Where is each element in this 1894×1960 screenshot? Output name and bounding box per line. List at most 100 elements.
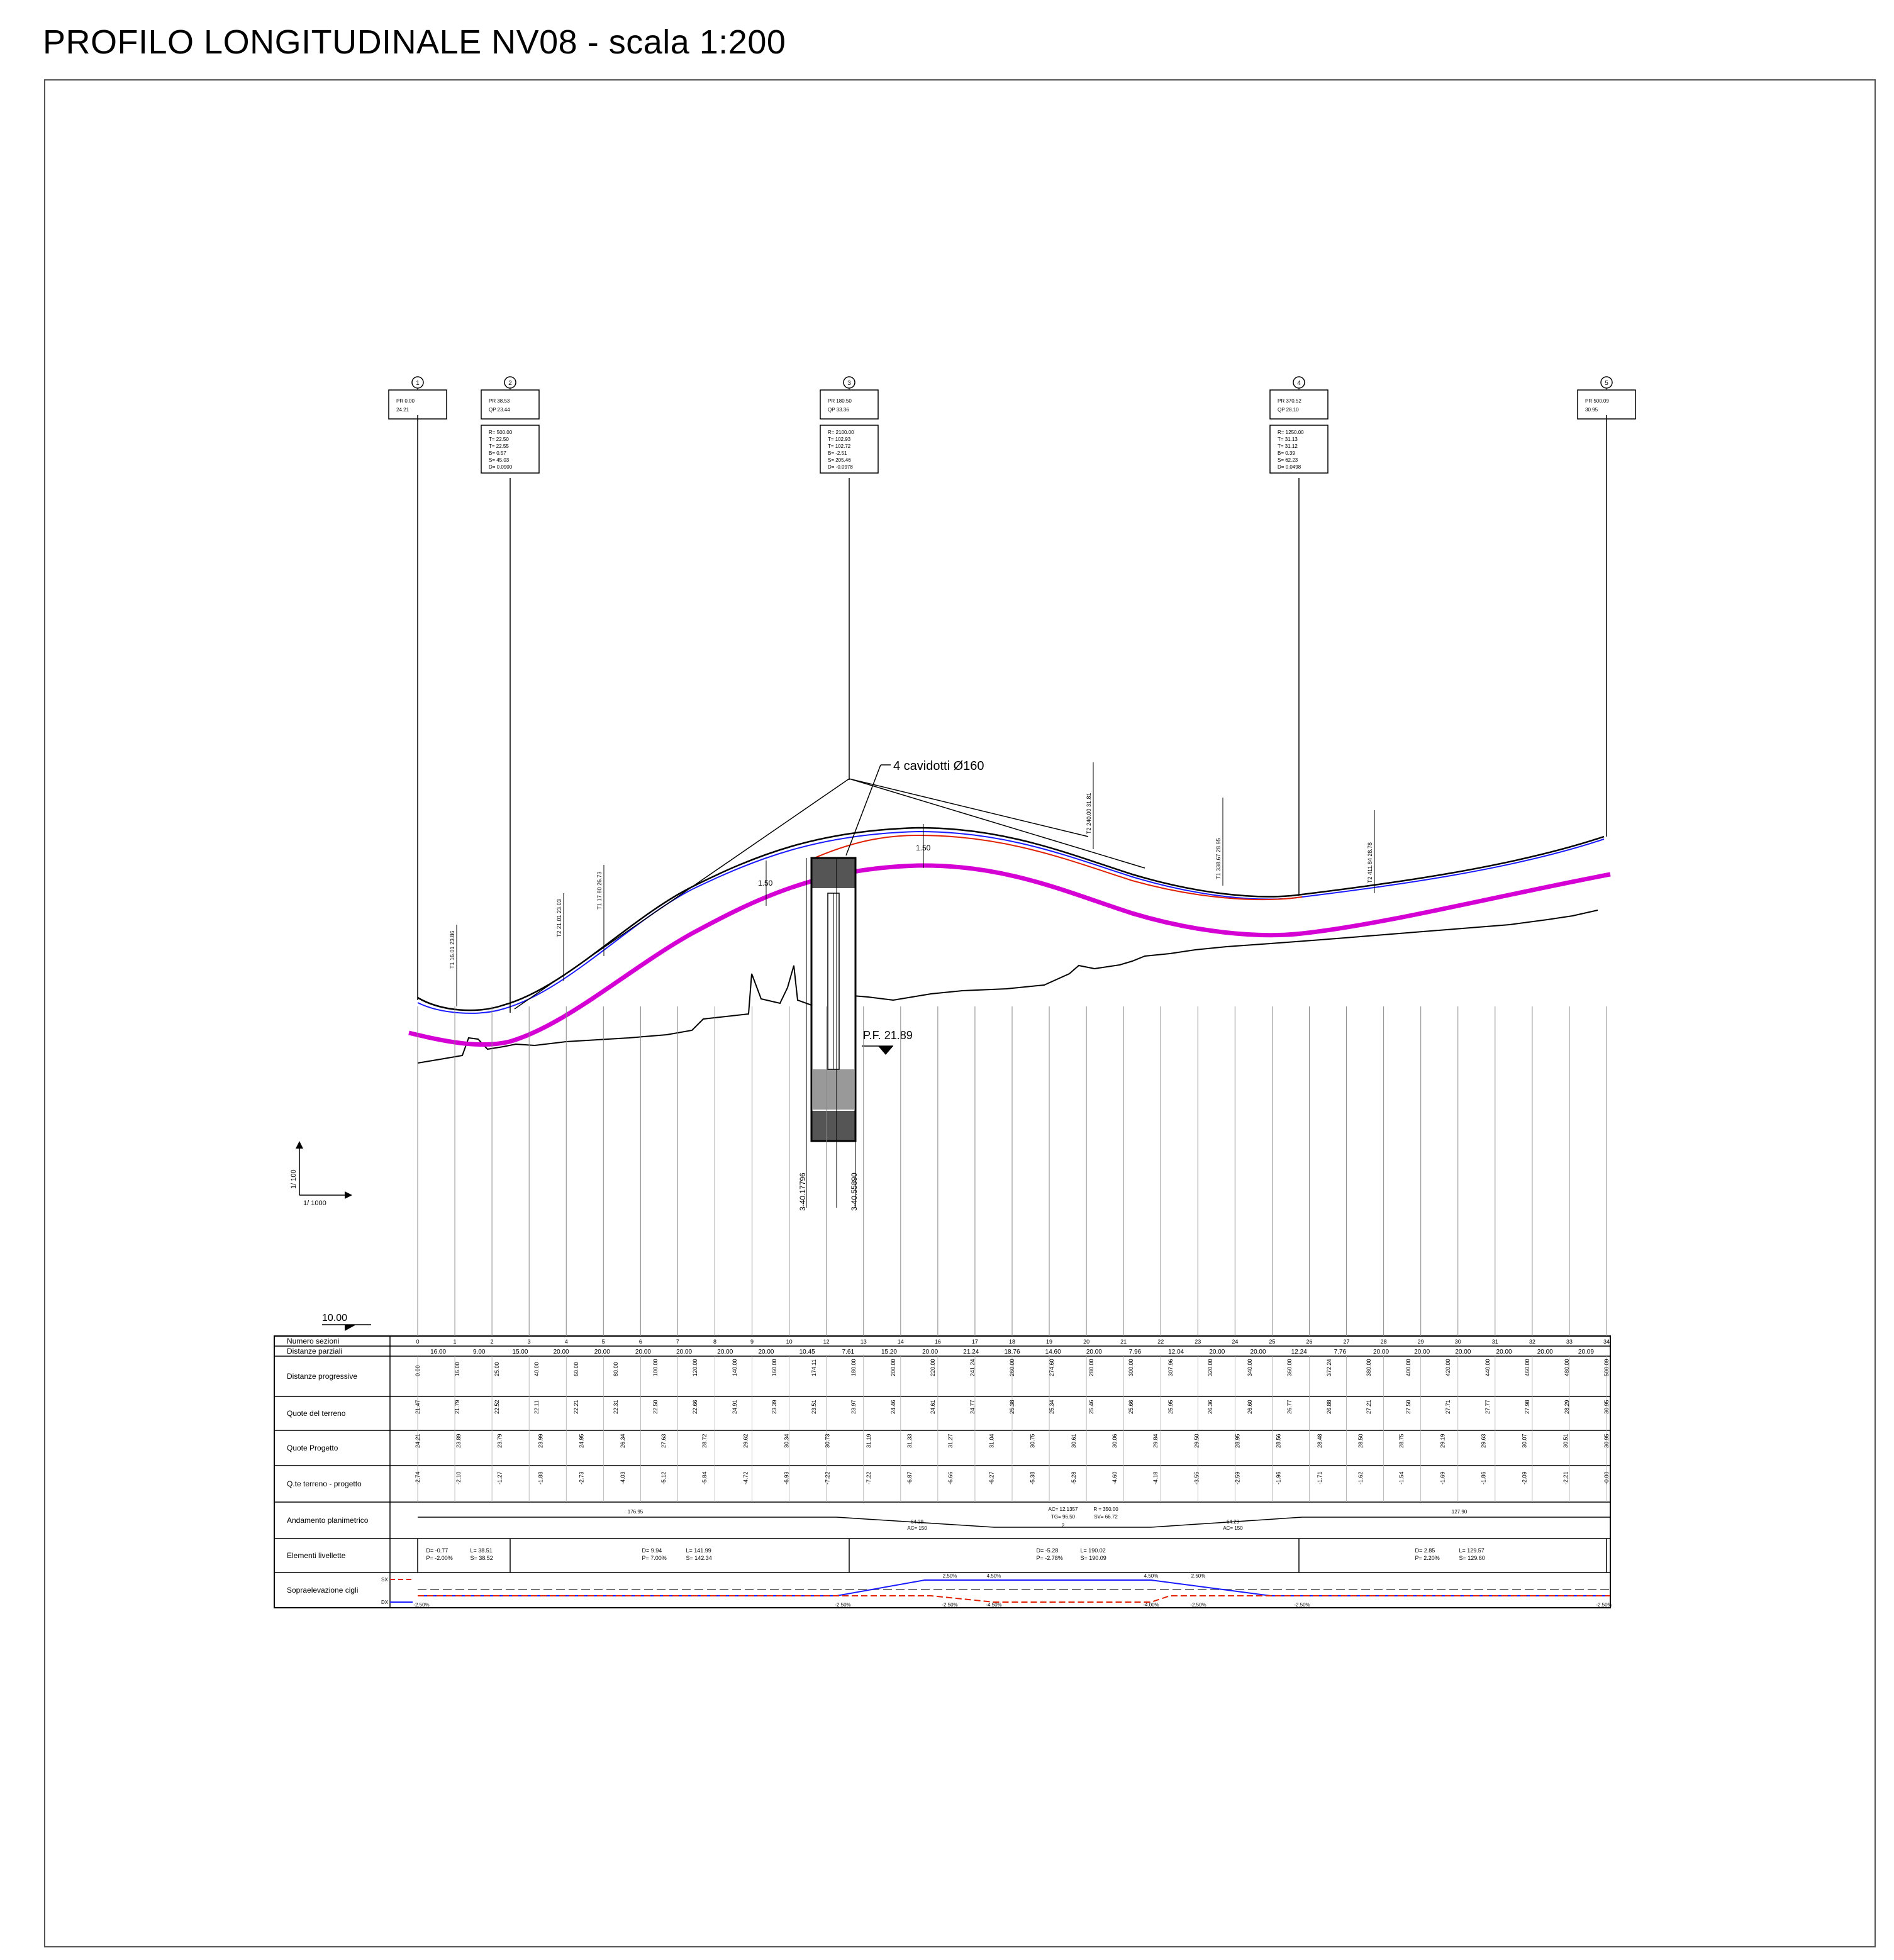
marker-curve-param: T= 31.13 bbox=[1278, 437, 1298, 442]
marker-curve-param: D= 0.0498 bbox=[1278, 464, 1301, 470]
elevation-difference: -4.03 bbox=[620, 1471, 626, 1484]
tangent-label: T1 16.01 23.86 bbox=[449, 930, 455, 969]
project-elevation: 24.21 bbox=[415, 1434, 421, 1448]
marker-box: 2 PR 38.53 QP 23.44 R= 500.00 T= 22.50T= 22.… bbox=[481, 376, 540, 474]
terrain-elevation: 26.60 bbox=[1247, 1400, 1253, 1414]
progressive-distance: 60.00 bbox=[573, 1362, 579, 1376]
project-elevation: 29.50 bbox=[1193, 1434, 1200, 1448]
grade-length: L= 129.57 bbox=[1459, 1547, 1485, 1554]
partial-distance: 15.00 bbox=[512, 1349, 528, 1356]
partial-distance: 7.96 bbox=[1129, 1349, 1142, 1356]
section-number: 32 bbox=[1529, 1339, 1535, 1345]
grade-delta: D= -0.77 bbox=[426, 1547, 448, 1554]
partial-distance: 15.20 bbox=[881, 1349, 897, 1356]
section-number: 29 bbox=[1418, 1339, 1424, 1345]
terrain-elevation: 25.38 bbox=[1009, 1400, 1015, 1414]
marker-curve-param: B= -2.51 bbox=[828, 450, 847, 456]
section-number: 21 bbox=[1120, 1339, 1127, 1345]
elevation-difference: -1.62 bbox=[1357, 1471, 1364, 1484]
progressive-distance: 372.24 bbox=[1326, 1359, 1332, 1376]
section-number: 23 bbox=[1195, 1339, 1201, 1345]
table-row-label: Q.te terreno - progetto bbox=[287, 1479, 362, 1488]
partial-distance: 20.00 bbox=[922, 1349, 938, 1356]
progressive-distance: 174.11 bbox=[811, 1359, 817, 1376]
terrain-elevation: 24.46 bbox=[890, 1400, 896, 1414]
project-elevation: 26.34 bbox=[620, 1434, 626, 1448]
project-elevation: 29.19 bbox=[1439, 1434, 1446, 1448]
superelevation-sx bbox=[418, 1595, 1610, 1603]
terrain-elevation: 22.31 bbox=[613, 1400, 619, 1414]
marker-curve-param: B= 0.57 bbox=[489, 450, 506, 456]
grade-span: S= 190.09 bbox=[1081, 1555, 1106, 1561]
superelevation-value: -2.50% bbox=[942, 1602, 957, 1608]
project-line bbox=[417, 827, 1605, 1011]
section-number: 18 bbox=[1009, 1339, 1015, 1345]
project-elevation: 28.50 bbox=[1357, 1434, 1364, 1448]
planimetric-value: SV= 66.72 bbox=[1094, 1514, 1118, 1520]
elevation-difference: -6.93 bbox=[784, 1471, 790, 1484]
marker-box: 4 PR 370.52 QP 28.10 R= 1250.00 T= 31.13T= 3… bbox=[1269, 376, 1329, 474]
terrain-elevation: 27.50 bbox=[1405, 1400, 1412, 1414]
section-number: 19 bbox=[1046, 1339, 1052, 1345]
terrain-elevation: 24.77 bbox=[969, 1400, 976, 1414]
terrain-elevation: 22.50 bbox=[652, 1400, 659, 1414]
progressive-distance: 307.96 bbox=[1167, 1359, 1174, 1376]
section-number: 5 bbox=[602, 1339, 605, 1345]
section-number: 17 bbox=[972, 1339, 978, 1345]
partial-distance: 20.09 bbox=[1578, 1349, 1594, 1356]
table-row-label: Andamento planimetrico bbox=[287, 1516, 369, 1525]
section-number: 0 bbox=[416, 1339, 419, 1345]
elevation-difference: -1.96 bbox=[1276, 1471, 1282, 1484]
section-number: 1 bbox=[454, 1339, 457, 1345]
section-number: 25 bbox=[1269, 1339, 1275, 1345]
elevation-difference: -6.87 bbox=[906, 1471, 913, 1484]
section-number: 3 bbox=[528, 1339, 531, 1345]
marker-curve-param: B= 0.39 bbox=[1278, 450, 1295, 456]
section-number: 34 bbox=[1603, 1339, 1610, 1345]
project-elevation: 29.84 bbox=[1152, 1434, 1159, 1448]
superelevation-dx bbox=[418, 1579, 1610, 1596]
progressive-distance: 300.00 bbox=[1128, 1359, 1134, 1376]
project-elevation: 28.72 bbox=[701, 1434, 708, 1448]
planimetric-value: 176.95 bbox=[628, 1509, 643, 1515]
terrain-elevation: 23.51 bbox=[811, 1400, 817, 1414]
progressive-distance: 260.00 bbox=[1009, 1359, 1015, 1376]
terrain-elevation: 24.61 bbox=[930, 1400, 936, 1414]
tangent-label: T1 338.67 28.95 bbox=[1215, 838, 1222, 879]
terrain-elevation: 27.21 bbox=[1366, 1400, 1372, 1414]
progressive-distance: 380.00 bbox=[1366, 1359, 1372, 1376]
superelevation-value: -2.50% bbox=[413, 1602, 429, 1608]
elevation-difference: -5.84 bbox=[701, 1471, 708, 1484]
marker-group: 1 PR 0.00 24.21 2 PR 38.53 QP 23.44 R= 500.00 T… bbox=[388, 376, 1636, 474]
red-line bbox=[811, 834, 1303, 901]
table-row-label: Distanze parziali bbox=[287, 1347, 342, 1356]
sx-label: SX bbox=[381, 1577, 388, 1583]
height-label-1: 1.50 bbox=[758, 879, 773, 888]
project-elevation: 30.61 bbox=[1071, 1434, 1077, 1448]
planimetric-value: AC= 150 bbox=[907, 1525, 927, 1531]
terrain-elevation: 22.52 bbox=[494, 1400, 500, 1414]
planimetric-value: TG= 96.50 bbox=[1051, 1514, 1076, 1520]
grade-span: S= 129.60 bbox=[1459, 1555, 1485, 1561]
elevation-difference: -1.88 bbox=[538, 1471, 544, 1484]
scale-v-label: 1/ 100 bbox=[290, 1169, 298, 1189]
table-row-label: Quote del terreno bbox=[287, 1409, 346, 1418]
progressive-distance: 400.00 bbox=[1405, 1359, 1412, 1376]
marker-box: 3 PR 180.50 QP 33.36 R= 2100.00 T= 102.93T= … bbox=[820, 376, 879, 474]
terrain-elevation: 21.79 bbox=[454, 1400, 460, 1414]
section-number: 13 bbox=[861, 1339, 867, 1345]
marker-pr: PR 370.52 bbox=[1278, 398, 1301, 404]
profile-lines bbox=[296, 415, 1611, 1331]
project-elevation: 23.89 bbox=[455, 1434, 462, 1448]
project-elevation: 30.51 bbox=[1563, 1434, 1569, 1448]
section-number: 7 bbox=[676, 1339, 679, 1345]
partial-distance: 20.00 bbox=[1455, 1349, 1471, 1356]
partial-distance: 20.00 bbox=[758, 1349, 774, 1356]
blue-line bbox=[417, 830, 1605, 1014]
section-number: 9 bbox=[750, 1339, 754, 1345]
grade-length: L= 38.51 bbox=[471, 1547, 493, 1554]
terrain-elevation: 27.98 bbox=[1524, 1400, 1530, 1414]
elevation-difference: -2.10 bbox=[455, 1471, 462, 1484]
marker-curve-param: T= 102.72 bbox=[828, 443, 851, 449]
section-number: 8 bbox=[713, 1339, 716, 1345]
